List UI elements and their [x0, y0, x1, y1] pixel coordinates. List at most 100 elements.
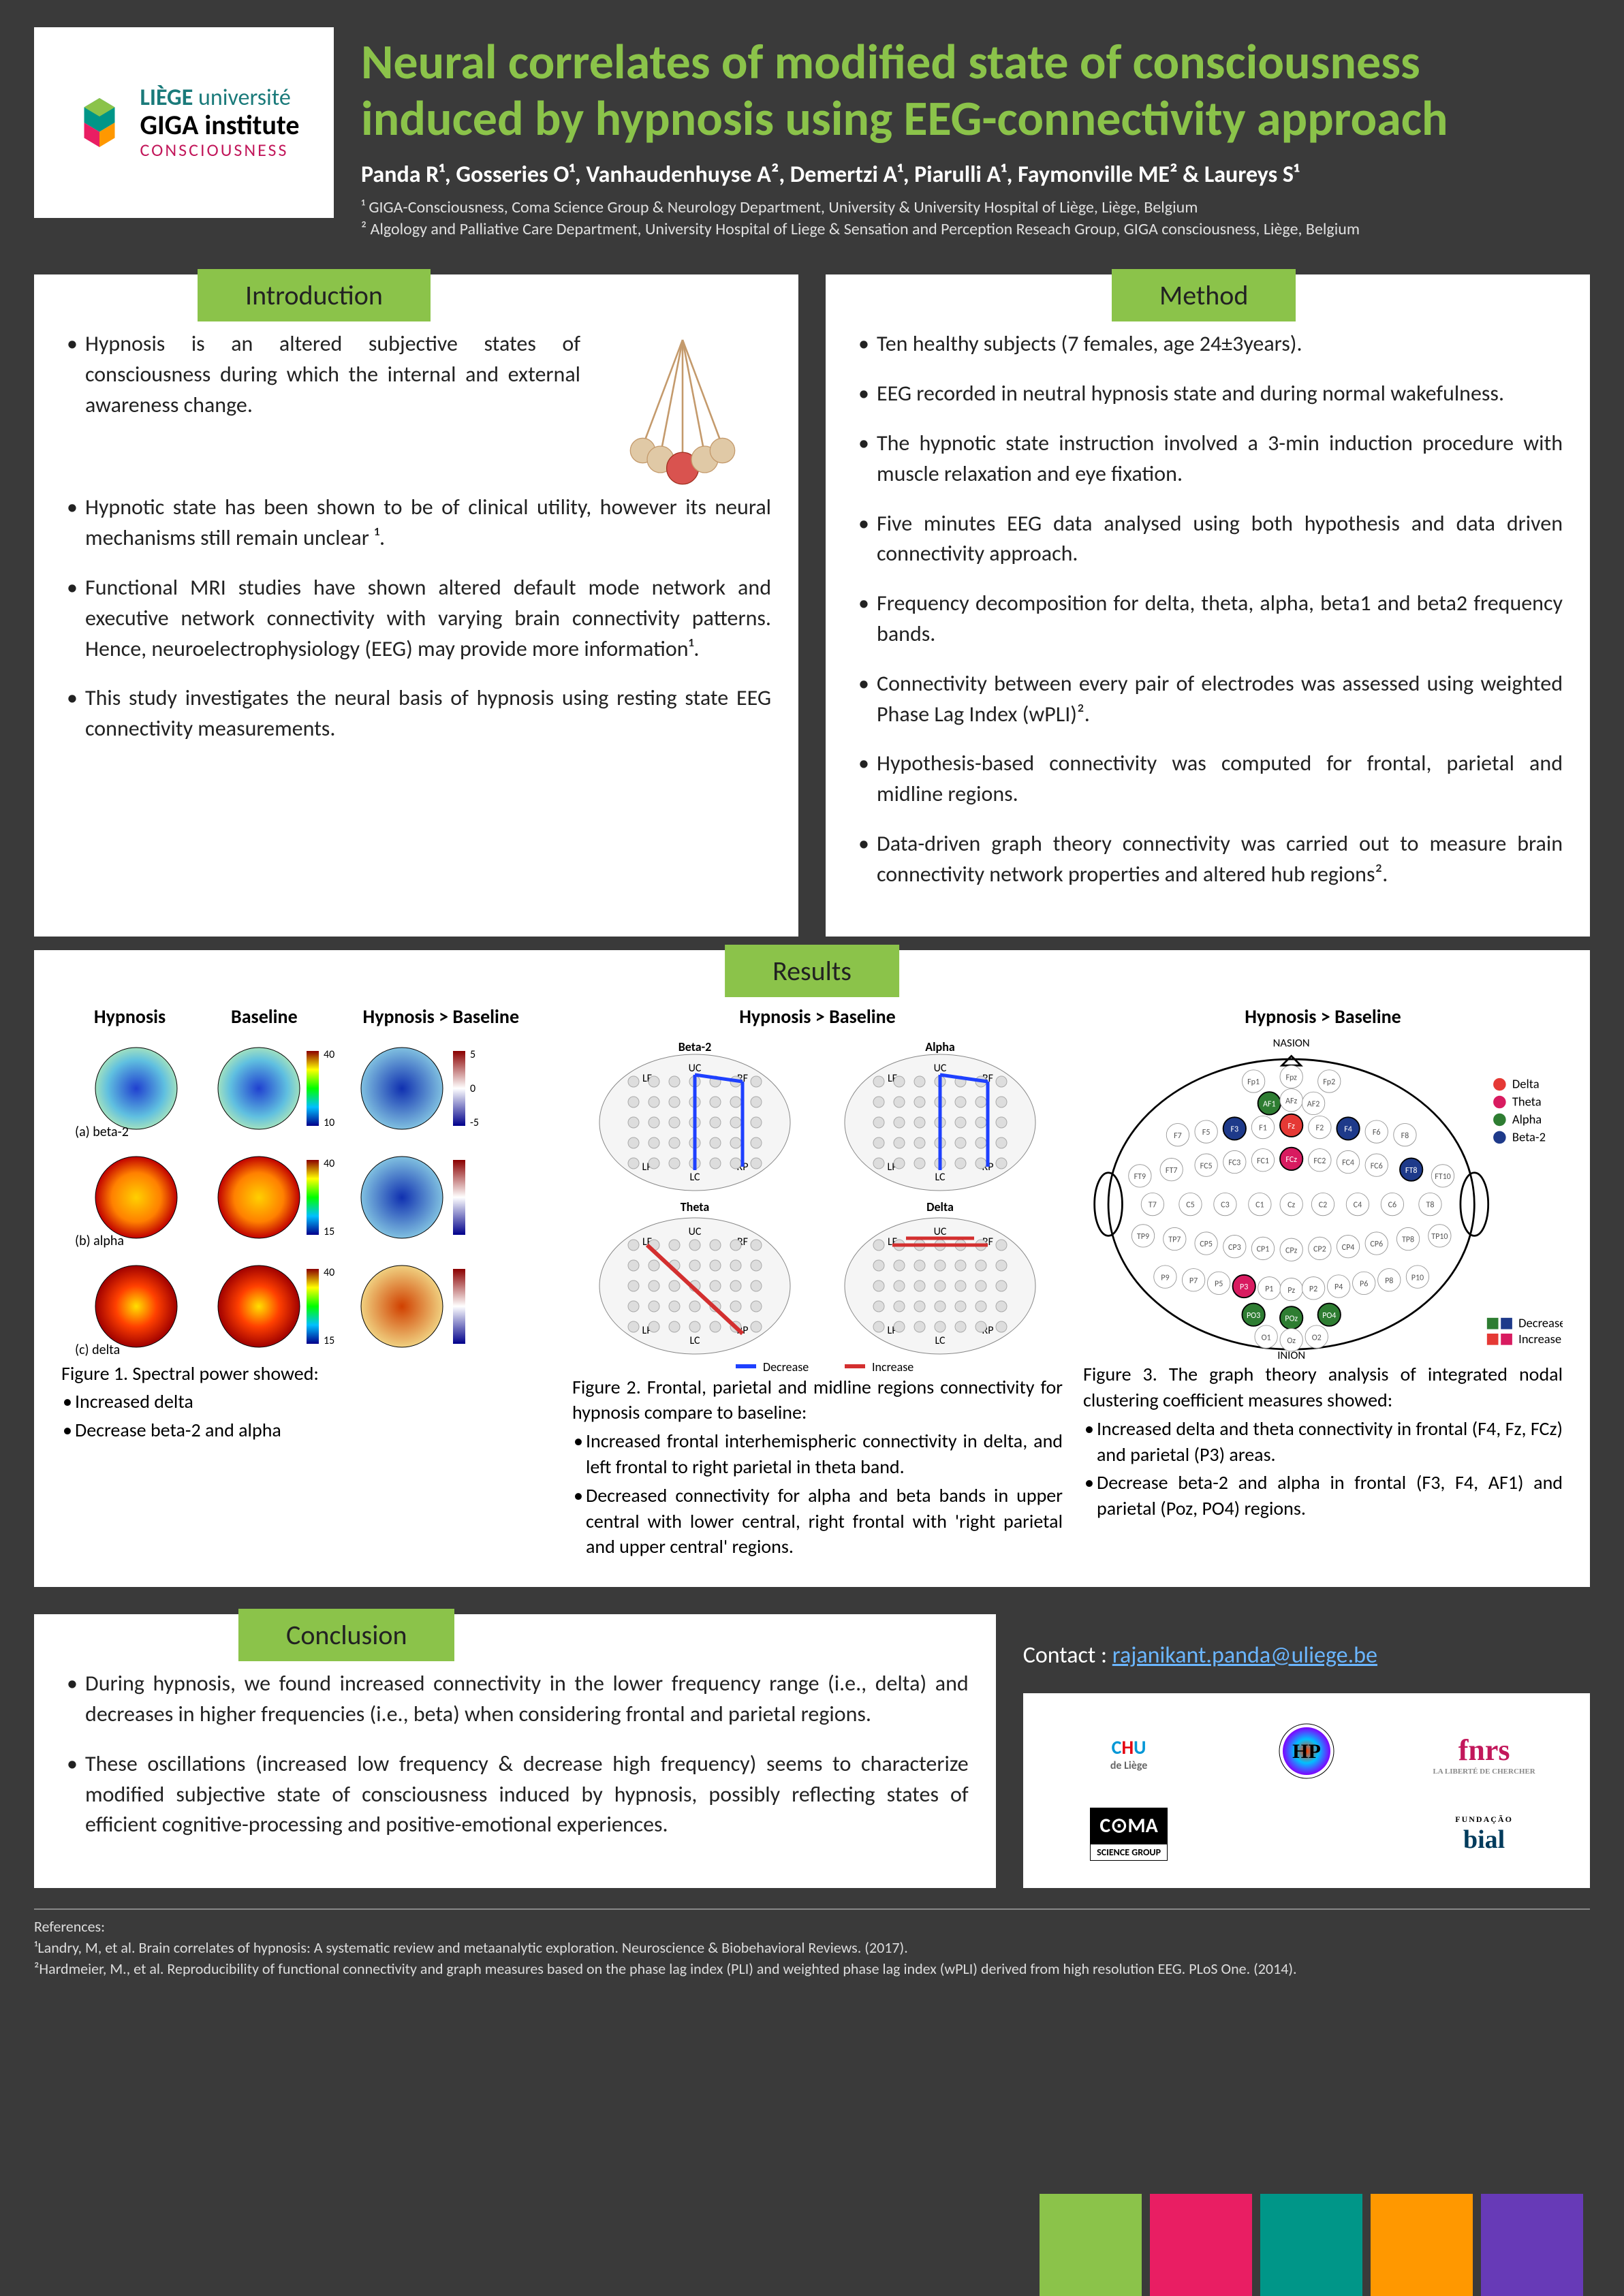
svg-text:(a) beta-2: (a) beta-2 — [75, 1124, 129, 1140]
svg-text:HP: HP — [1292, 1740, 1321, 1763]
svg-text:P4: P4 — [1334, 1283, 1343, 1292]
svg-text:Increase: Increase — [1518, 1330, 1561, 1346]
svg-text:P6: P6 — [1360, 1279, 1368, 1289]
svg-text:FT10: FT10 — [1435, 1172, 1451, 1182]
affiliation-2: ² Algology and Palliative Care Departmen… — [361, 219, 1590, 240]
svg-text:LC: LC — [935, 1334, 946, 1347]
svg-text:FC6: FC6 — [1371, 1161, 1383, 1171]
sponsor-box: CHUde Liège HP fnrsLA LIBERTÉ DE CHERCHE… — [1023, 1693, 1590, 1888]
svg-text:P5: P5 — [1215, 1279, 1223, 1289]
svg-text:F2: F2 — [1316, 1123, 1324, 1133]
svg-text:FT9: FT9 — [1134, 1172, 1146, 1182]
svg-text:F5: F5 — [1202, 1128, 1211, 1137]
fig3-item: Decrease beta-2 and alpha in frontal (F3… — [1083, 1470, 1563, 1522]
intro-bullet: Hypnotic state has been shown to be of c… — [61, 492, 771, 554]
logo-uni: université — [198, 84, 291, 112]
col-head: Baseline — [231, 1005, 298, 1028]
svg-text:Fpz: Fpz — [1285, 1073, 1297, 1082]
svg-text:FC1: FC1 — [1257, 1156, 1269, 1165]
svg-text:NASION: NASION — [1273, 1036, 1310, 1050]
logo-liege: LIÈGE — [140, 84, 193, 112]
svg-text:Fp2: Fp2 — [1323, 1078, 1335, 1087]
svg-text:C1: C1 — [1255, 1200, 1264, 1210]
svg-text:FC2: FC2 — [1313, 1156, 1326, 1165]
contact-email[interactable]: rajanikant.panda@uliege.be — [1112, 1641, 1377, 1669]
fig1-item: Increased delta — [61, 1389, 552, 1415]
svg-text:C5: C5 — [1186, 1200, 1195, 1210]
svg-text:O2: O2 — [1312, 1333, 1322, 1342]
svg-text:FC5: FC5 — [1200, 1161, 1213, 1171]
svg-text:PO3: PO3 — [1247, 1310, 1260, 1320]
fig2-item: Increased frontal interhemispheric conne… — [572, 1428, 1063, 1480]
svg-text:Beta-2: Beta-2 — [1512, 1129, 1546, 1144]
giga-logo-icon — [69, 92, 130, 153]
svg-text:Decrease: Decrease — [1518, 1315, 1563, 1330]
sponsor-hp: HP — [1276, 1720, 1337, 1787]
svg-text:Delta: Delta — [1512, 1075, 1540, 1091]
method-bullet: Data-driven graph theory connectivity wa… — [853, 829, 1563, 890]
svg-text:FC4: FC4 — [1342, 1158, 1354, 1167]
method-bullet: Connectivity between every pair of elect… — [853, 669, 1563, 730]
ref-item: ²Hardmeier, M., et al. Reproducibility o… — [34, 1959, 1590, 1980]
svg-text:T8: T8 — [1426, 1200, 1434, 1210]
svg-text:PO4: PO4 — [1322, 1310, 1336, 1320]
results-title: Results — [725, 945, 899, 997]
svg-text:Fp1: Fp1 — [1247, 1078, 1260, 1087]
svg-text:UC: UC — [689, 1225, 702, 1238]
svg-text:40: 40 — [324, 1157, 334, 1170]
svg-text:Delta: Delta — [926, 1199, 954, 1214]
svg-text:FT7: FT7 — [1166, 1165, 1178, 1175]
svg-text:TP8: TP8 — [1402, 1235, 1414, 1244]
method-bullet: Ten healthy subjects (7 females, age 24±… — [853, 329, 1563, 360]
method-title: Method — [1112, 269, 1296, 321]
results-panel: Results Hypnosis Baseline Hypnosis > Bas… — [34, 950, 1590, 1588]
svg-text:CP6: CP6 — [1370, 1240, 1383, 1249]
svg-text:AF1: AF1 — [1263, 1099, 1276, 1109]
svg-text:CP1: CP1 — [1257, 1244, 1270, 1254]
sponsor-chu: CHUde Liège — [1110, 1735, 1147, 1772]
svg-text:CP3: CP3 — [1228, 1242, 1241, 1252]
col-head: Hypnosis > Baseline — [1083, 1005, 1563, 1028]
conclusion-title: Conclusion — [238, 1609, 454, 1661]
svg-text:P2: P2 — [1309, 1284, 1317, 1293]
method-bullet: Five minutes EEG data analysed using bot… — [853, 509, 1563, 570]
svg-text:Alpha: Alpha — [925, 1039, 955, 1054]
svg-text:FC3: FC3 — [1228, 1158, 1240, 1167]
svg-text:LC: LC — [689, 1171, 700, 1184]
svg-text:Fz: Fz — [1288, 1121, 1296, 1131]
intro-bullet: Hypnosis is an altered subjective states… — [61, 329, 580, 420]
svg-text:TP10: TP10 — [1431, 1232, 1448, 1242]
svg-text:Beta-2: Beta-2 — [678, 1039, 712, 1054]
svg-text:CPz: CPz — [1285, 1246, 1298, 1255]
svg-text:O1: O1 — [1262, 1333, 1271, 1342]
intro-panel: Introduction Hypnosis is an altered subj… — [34, 274, 798, 936]
svg-text:40: 40 — [324, 1266, 334, 1279]
svg-text:Pz: Pz — [1287, 1285, 1295, 1295]
contact-label: Contact : — [1023, 1641, 1112, 1669]
svg-text:15: 15 — [324, 1225, 334, 1238]
svg-text:P10: P10 — [1411, 1273, 1424, 1283]
svg-text:Theta: Theta — [1512, 1093, 1542, 1109]
svg-text:F6: F6 — [1373, 1128, 1381, 1137]
svg-text:CP4: CP4 — [1342, 1242, 1355, 1252]
conclusion-bullet: These oscillations (increased low freque… — [61, 1749, 969, 1840]
sponsor-bial: FUNDAÇÃObial — [1455, 1814, 1513, 1855]
svg-text:LC: LC — [689, 1334, 700, 1347]
refs-title: References: — [34, 1917, 1590, 1938]
affiliation-1: ¹ GIGA-Consciousness, Coma Science Group… — [361, 197, 1590, 219]
svg-text:FCz: FCz — [1285, 1155, 1297, 1165]
svg-text:P8: P8 — [1385, 1276, 1393, 1285]
method-bullet: Frequency decomposition for delta, theta… — [853, 588, 1563, 650]
fig3-caption: Figure 3. The graph theory analysis of i… — [1083, 1362, 1563, 1413]
contact-block: Contact : rajanikant.panda@uliege.be CHU… — [1023, 1601, 1590, 1888]
svg-text:UC: UC — [934, 1062, 947, 1075]
method-bullet: Hypothesis-based connectivity was comput… — [853, 749, 1563, 810]
fig2-caption: Figure 2. Frontal, parietal and midline … — [572, 1374, 1063, 1426]
svg-text:CP2: CP2 — [1313, 1244, 1326, 1254]
pendulum-icon — [594, 329, 771, 492]
svg-text:LC: LC — [935, 1171, 946, 1184]
svg-text:TP7: TP7 — [1168, 1235, 1181, 1244]
sponsor-fnrs: fnrsLA LIBERTÉ DE CHERCHER — [1433, 1733, 1535, 1776]
graph-theory-head: NASION INION Fp1FpzFp2AF1AFzAF2F7F5F3F1F… — [1083, 1034, 1563, 1362]
svg-text:UC: UC — [934, 1225, 947, 1238]
